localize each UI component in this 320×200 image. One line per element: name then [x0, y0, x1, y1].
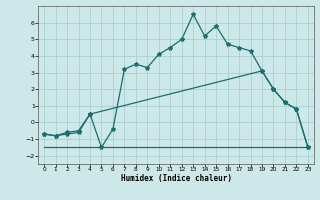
X-axis label: Humidex (Indice chaleur): Humidex (Indice chaleur) [121, 174, 231, 183]
